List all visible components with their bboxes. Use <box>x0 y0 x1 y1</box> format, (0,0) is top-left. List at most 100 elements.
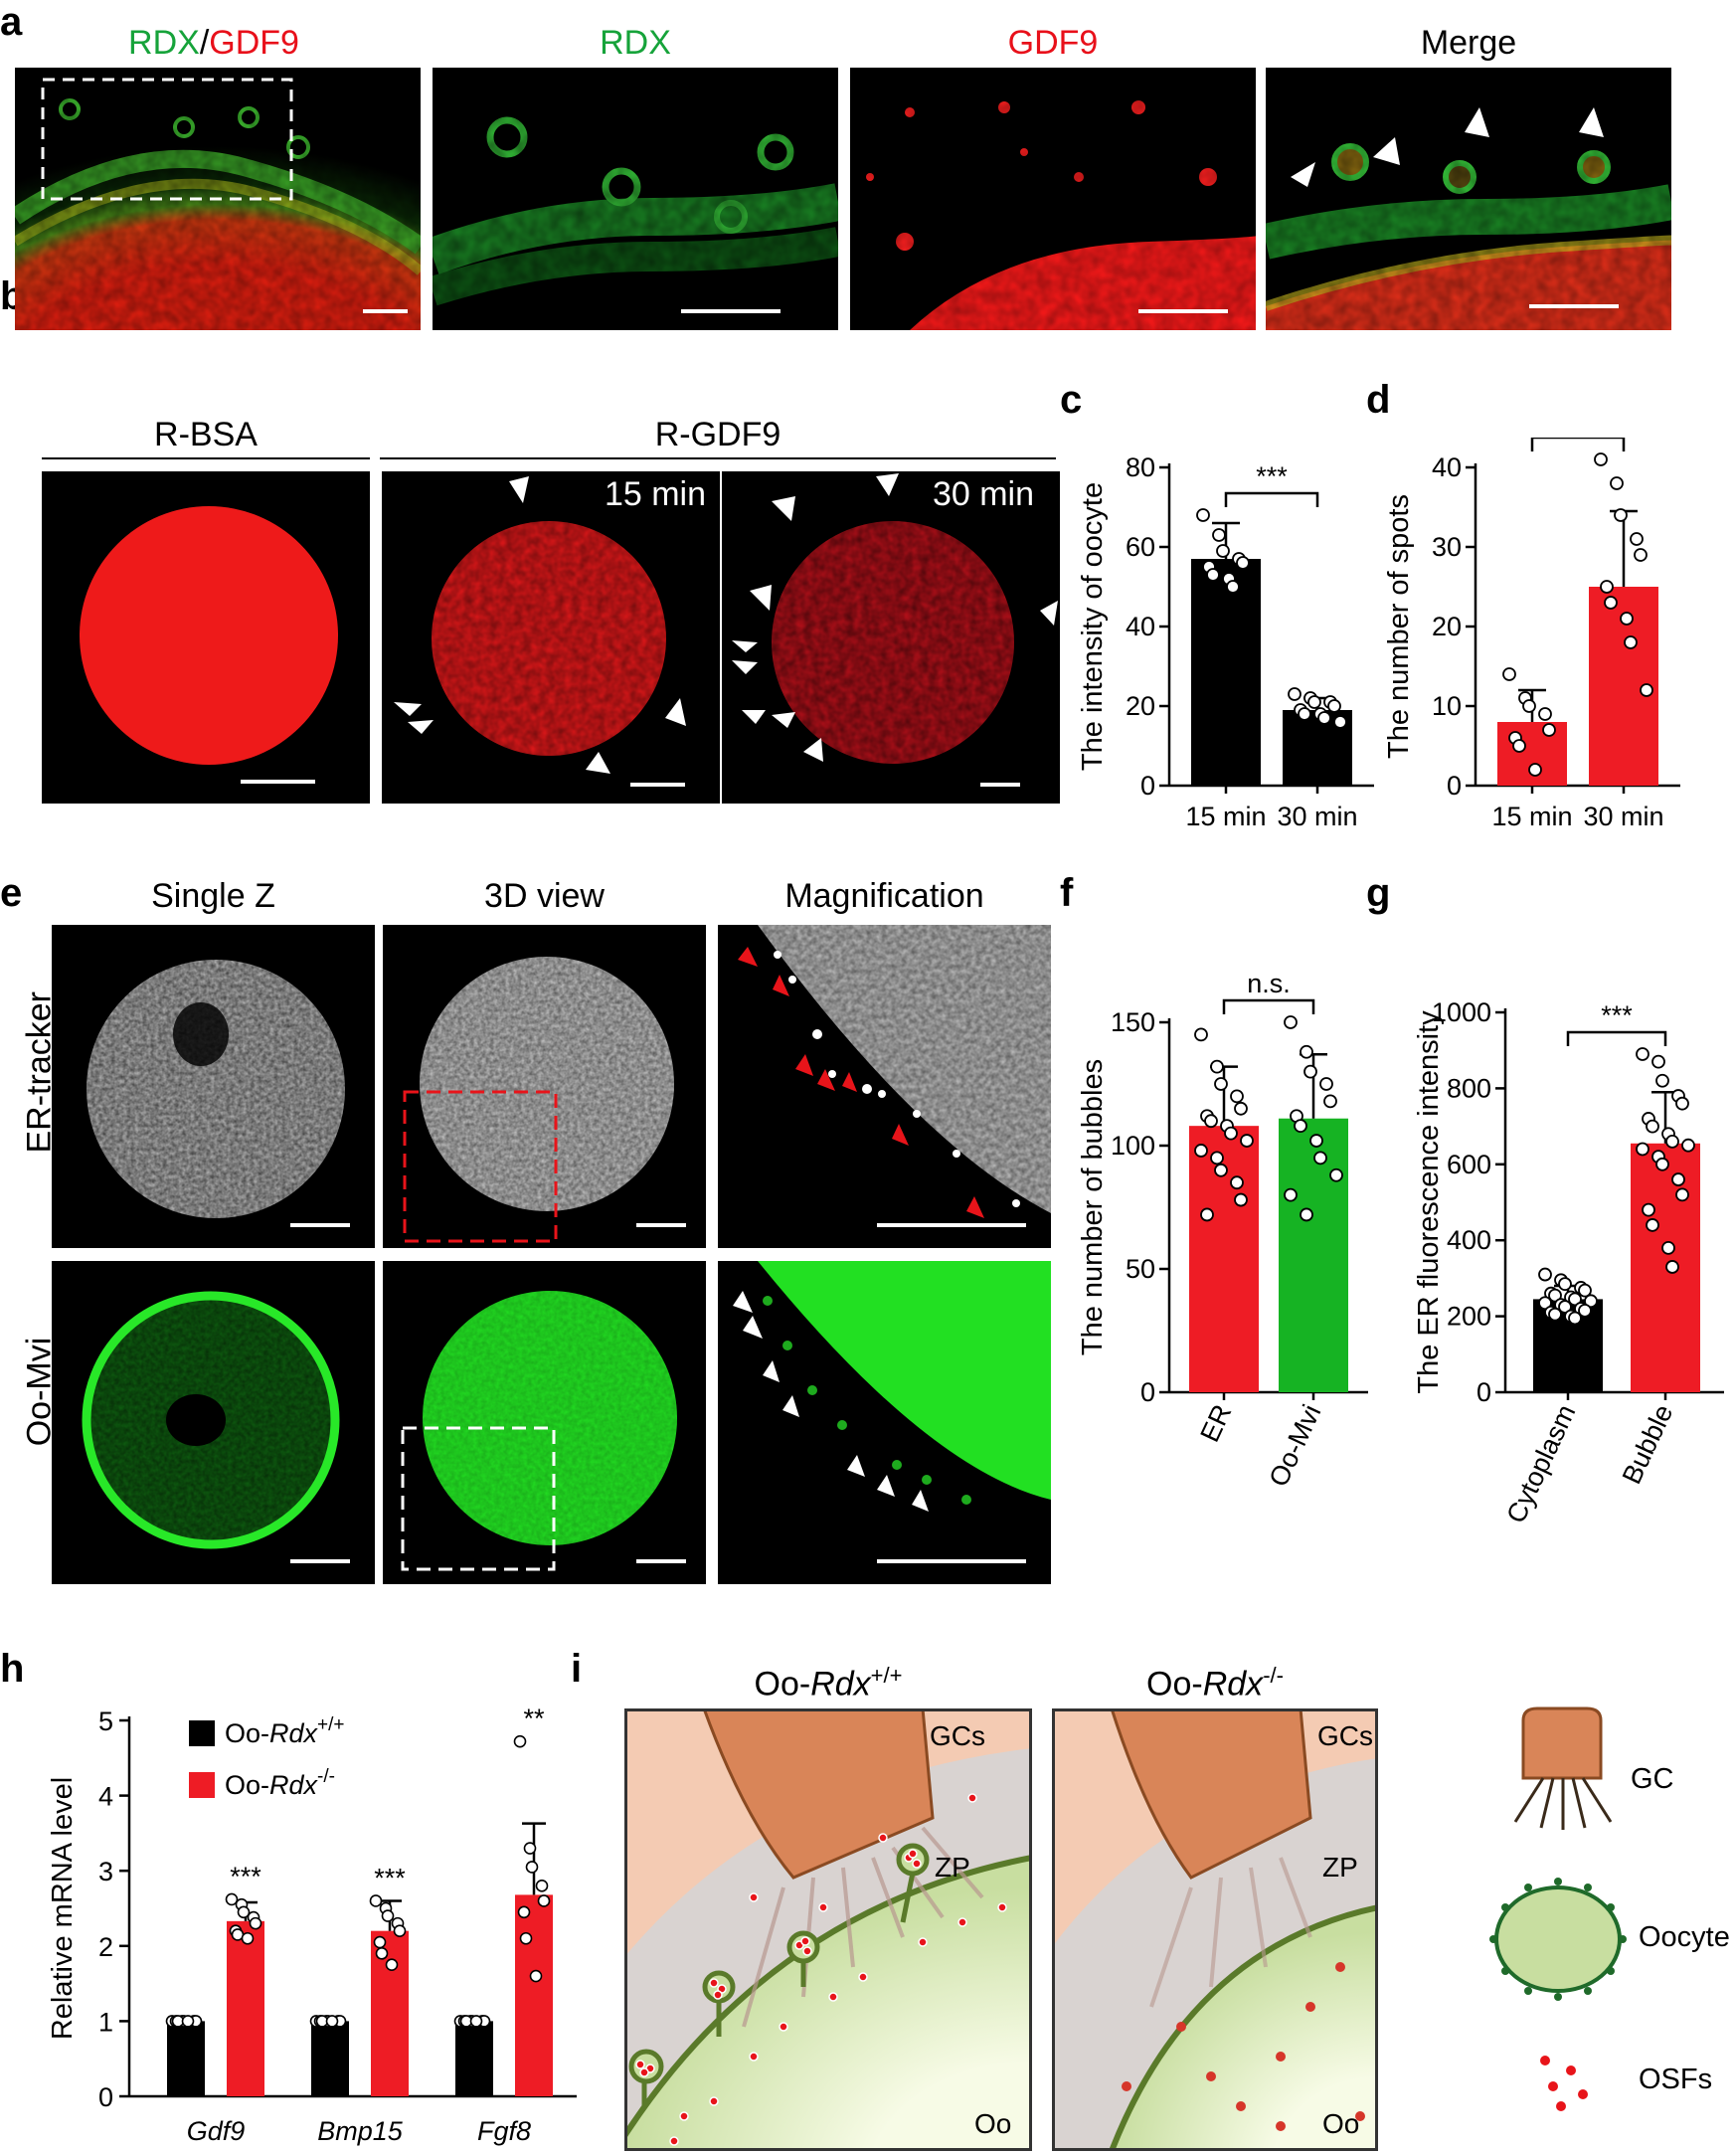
x-tick-label-2: Fgf8 <box>477 2116 531 2146</box>
micrograph-e-mvi-magnification <box>718 1261 1051 1584</box>
legend-gc-icon <box>1513 1706 1613 1830</box>
data-point-1-12 <box>1655 1157 1669 1171</box>
schematic-wildtype <box>624 1708 1032 2151</box>
bar-1-0 <box>311 2021 349 2096</box>
panel-b-time-15: 15 min <box>604 475 706 513</box>
y-tick-label-1: 1 <box>98 2007 113 2037</box>
data-point-1-0 <box>1284 1015 1298 1029</box>
data-point-1-2 <box>1307 695 1321 709</box>
panel-a-title-1: RDX/GDF9 <box>128 24 299 62</box>
data-point-2-1-5 <box>517 1905 531 1919</box>
y-tick-label-3: 60 <box>1126 532 1155 562</box>
data-point-1-15 <box>1642 1202 1655 1217</box>
panel-i-right-gcs: GCs <box>1317 1720 1373 1751</box>
y-tick-label-0: 0 <box>1476 1377 1491 1407</box>
data-point-0-10 <box>1538 1296 1552 1311</box>
panel-i-left-gcs: GCs <box>930 1720 985 1751</box>
data-point-1-2 <box>1614 508 1628 522</box>
panel-i-left-oo: Oo <box>974 2108 1012 2139</box>
data-point-0-3 <box>1230 1089 1244 1104</box>
data-point-0-14 <box>1234 1192 1248 1207</box>
data-point-1-9 <box>1329 1167 1343 1182</box>
data-point-0-8 <box>1224 1126 1238 1141</box>
data-point-1-8 <box>1313 1151 1327 1166</box>
data-point-1-9 <box>1681 1138 1695 1153</box>
data-point-0-4 <box>1578 1283 1592 1298</box>
legend-swatch-1 <box>189 1772 215 1798</box>
panel-label-i: i <box>571 1647 583 1691</box>
panel-label-f: f <box>1060 871 1074 915</box>
data-point-1-1-5 <box>373 1935 387 1949</box>
data-point-0-6 <box>1548 1288 1562 1303</box>
data-point-0-0-7 <box>181 2015 195 2028</box>
panel-a-title-2: RDX <box>600 24 671 62</box>
x-tick-label-1: Bmp15 <box>317 2116 404 2146</box>
chart-c: 0 20 40 60 80 The intensity of oocyte 15 min 30… <box>1077 452 1374 831</box>
data-point-1-0 <box>1594 452 1608 466</box>
panel-i-right-oo: Oo <box>1322 2108 1360 2139</box>
data-point-1-1 <box>1300 1044 1313 1059</box>
data-point-0-13 <box>1230 1175 1244 1190</box>
y-tick-label-4: 4 <box>98 1782 113 1812</box>
data-point-0-8 <box>1226 580 1240 594</box>
micrograph-a-rdx <box>433 68 838 330</box>
y-tick-label-3: 3 <box>98 1857 113 1886</box>
panel-label-h: h <box>0 1647 25 1691</box>
data-point-1-9 <box>1333 715 1347 729</box>
data-point-0-1-2 <box>237 1905 251 1919</box>
data-point-1-6 <box>1298 707 1311 721</box>
y-tick-label-4: 80 <box>1126 452 1155 482</box>
data-point-1-18 <box>1665 1260 1679 1274</box>
y-tick-label-1: 20 <box>1126 691 1155 721</box>
data-point-0-6 <box>1512 739 1526 753</box>
data-point-1-3 <box>1319 1077 1333 1091</box>
panel-b-time-30: 30 min <box>932 475 1034 513</box>
data-point-0-1-0 <box>225 1892 239 1906</box>
y-tick-label-3: 600 <box>1447 1150 1491 1179</box>
data-point-1-4 <box>1327 699 1341 713</box>
x-tick-label-0: ER <box>1194 1400 1237 1447</box>
bar-2-1 <box>515 1894 553 2096</box>
data-point-0-9 <box>1584 1294 1598 1309</box>
micrograph-b-30min <box>722 471 1060 804</box>
legend-osfs-label: OSFs <box>1639 2064 1713 2095</box>
y-tick-label-4: 800 <box>1447 1073 1491 1103</box>
data-point-0-0 <box>1194 1027 1208 1042</box>
bar-0-1 <box>227 1920 264 2096</box>
data-point-1-3 <box>1630 532 1644 546</box>
data-point-1-11 <box>1300 1207 1313 1222</box>
y-tick-label-4: 40 <box>1432 452 1462 482</box>
micrograph-a-gdf9 <box>850 68 1256 330</box>
legend-oocyte-icon <box>1489 1878 1627 2001</box>
legend-osfs-icon <box>1540 2056 1588 2111</box>
y-axis-label: The ER fluorescence intensity <box>1413 1010 1445 1394</box>
panel-a-title-4: Merge <box>1420 24 1517 62</box>
y-tick-label-0: 0 <box>1140 1377 1155 1407</box>
legend-gc-label: GC <box>1631 1763 1674 1795</box>
bar-0 <box>1191 559 1261 786</box>
data-point-1-0 <box>1288 687 1302 701</box>
significance-label-1: *** <box>374 1863 406 1892</box>
data-point-2-0-7 <box>469 2015 483 2028</box>
significance-bracket <box>1222 998 1315 1014</box>
significance-label-0: *** <box>230 1862 261 1891</box>
micrograph-b-15min <box>382 471 720 804</box>
data-point-0-1 <box>1212 528 1226 542</box>
y-tick-label-1: 200 <box>1447 1302 1491 1332</box>
y-tick-label-0: 0 <box>1140 771 1155 801</box>
data-point-0-4 <box>1236 556 1250 570</box>
bar-2-0 <box>455 2021 493 2096</box>
y-tick-label-5: 5 <box>98 1706 113 1736</box>
bar-0 <box>1497 722 1567 786</box>
data-point-1-1-0 <box>369 1894 383 1907</box>
data-point-1-10 <box>1636 1142 1649 1157</box>
micrograph-e-er-magnification <box>718 925 1051 1248</box>
data-point-0-16 <box>1548 1307 1562 1322</box>
data-point-0-8 <box>1568 1292 1582 1307</box>
x-tick-label-0: 15 min <box>1491 802 1572 831</box>
data-point-0-6 <box>1204 1114 1218 1129</box>
significance-bracket <box>1224 491 1319 507</box>
bar-0-0 <box>167 2021 205 2096</box>
y-axis-label: The number of spots <box>1383 494 1415 759</box>
